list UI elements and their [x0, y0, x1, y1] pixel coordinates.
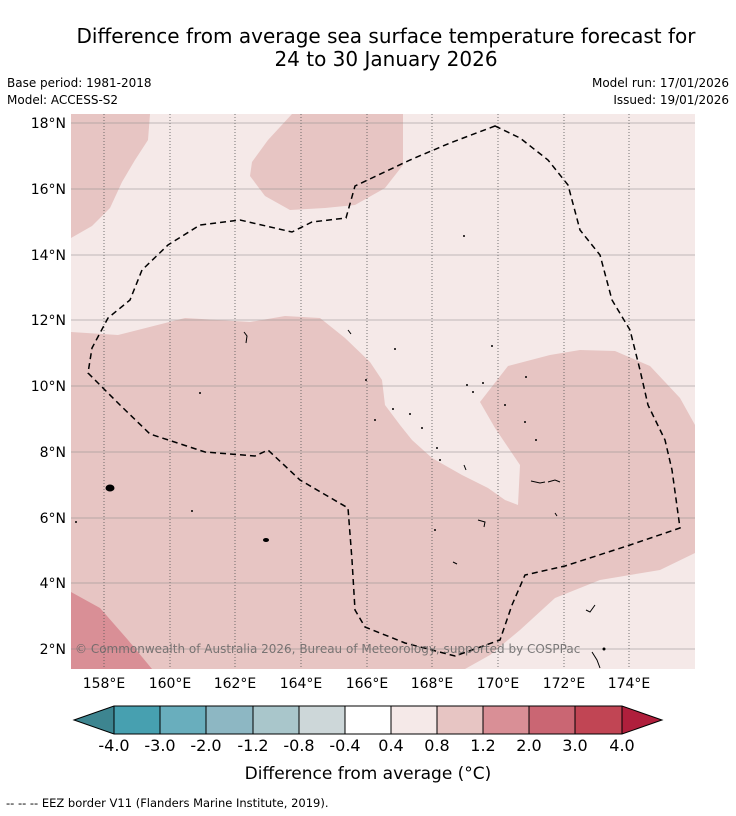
colorbar-tick: 0.8	[424, 736, 449, 755]
colorbar-extend-low	[74, 706, 114, 734]
colorbar-tick: 4.0	[609, 736, 634, 755]
island	[547, 479, 561, 483]
island	[591, 651, 601, 669]
lon-label: 160°E	[149, 676, 192, 692]
lon-label: 174°E	[608, 676, 651, 692]
colorbar-tick: 1.2	[470, 736, 495, 755]
grid-lines-lat	[71, 122, 695, 650]
lon-label: 172°E	[543, 676, 586, 692]
title-line-2: 24 to 30 January 2026	[274, 47, 498, 71]
colorbar-tick: 2.0	[516, 736, 541, 755]
colorbar-tick: 0.4	[378, 736, 403, 755]
island	[243, 331, 248, 344]
colorbar-tick: -3.0	[144, 736, 175, 755]
anomaly-region-north	[250, 114, 403, 210]
island	[263, 538, 269, 542]
lon-label: 170°E	[477, 676, 520, 692]
lon-label: 168°E	[411, 676, 454, 692]
colorbar-segment	[483, 706, 529, 734]
colorbar-segment	[345, 706, 391, 734]
lon-label: 166°E	[346, 676, 389, 692]
island	[530, 480, 546, 484]
lat-label: 18°N	[31, 116, 66, 132]
colorbar-segment	[160, 706, 206, 734]
colorbar-segment	[299, 706, 345, 734]
island	[452, 561, 458, 565]
footnote-eez: -- -- -- EEZ border V11 (Flanders Marine…	[6, 796, 329, 810]
colorbar-tick: -0.8	[283, 736, 314, 755]
colorbar-extend-high	[622, 706, 662, 734]
model-run: Model run: 17/01/2026	[591, 76, 729, 90]
island	[347, 329, 352, 335]
lat-label: 12°N	[31, 313, 66, 329]
colorbar-tick: -2.0	[190, 736, 221, 755]
islets	[75, 235, 606, 651]
anomaly-region-south	[71, 316, 695, 669]
eez-border	[87, 125, 681, 657]
lat-label: 4°N	[40, 576, 66, 592]
island	[463, 464, 467, 471]
colorbar-title: Difference from average (°C)	[244, 764, 492, 784]
grid-lines	[103, 114, 630, 669]
colorbar-segment	[206, 706, 253, 734]
lat-label: 8°N	[40, 445, 66, 461]
lon-label: 164°E	[280, 676, 323, 692]
issued-date: Issued: 19/01/2026	[613, 93, 729, 107]
anomaly-region-southwest	[71, 592, 152, 669]
colorbar-tick: -0.4	[329, 736, 360, 755]
colorbar-segment	[391, 706, 437, 734]
lat-label: 6°N	[40, 511, 66, 527]
lon-label: 158°E	[83, 676, 126, 692]
colorbar-segment	[529, 706, 575, 734]
colorbar-segment	[253, 706, 299, 734]
colorbar-tick: -1.2	[237, 736, 268, 755]
island	[554, 512, 558, 517]
colorbar-segment	[114, 706, 160, 734]
model-name: Model: ACCESS-S2	[7, 93, 119, 107]
colorbar: -4.0 -3.0 -2.0 -1.2 -0.8 -0.4 0.4 0.8 1.…	[72, 705, 664, 755]
colorbar-segment	[437, 706, 483, 734]
lat-label: 14°N	[31, 248, 66, 264]
island	[105, 484, 115, 492]
colorbar-tick: 3.0	[562, 736, 587, 755]
lat-label: 16°N	[31, 182, 66, 198]
colorbar-tick: -4.0	[98, 736, 129, 755]
lon-label: 162°E	[214, 676, 257, 692]
map-credit: © Commonwealth of Australia 2026, Bureau…	[75, 642, 580, 656]
island	[477, 519, 486, 528]
title-line-1: Difference from average sea surface temp…	[76, 24, 696, 48]
anomaly-region-northwest	[71, 114, 150, 238]
lat-label: 2°N	[40, 642, 66, 658]
lat-label: 10°N	[31, 379, 66, 395]
anomaly-region-southeast-light	[660, 652, 695, 669]
base-period: Base period: 1981-2018	[7, 76, 152, 90]
colorbar-segment	[575, 706, 622, 734]
island	[585, 604, 596, 613]
islands	[105, 329, 601, 669]
